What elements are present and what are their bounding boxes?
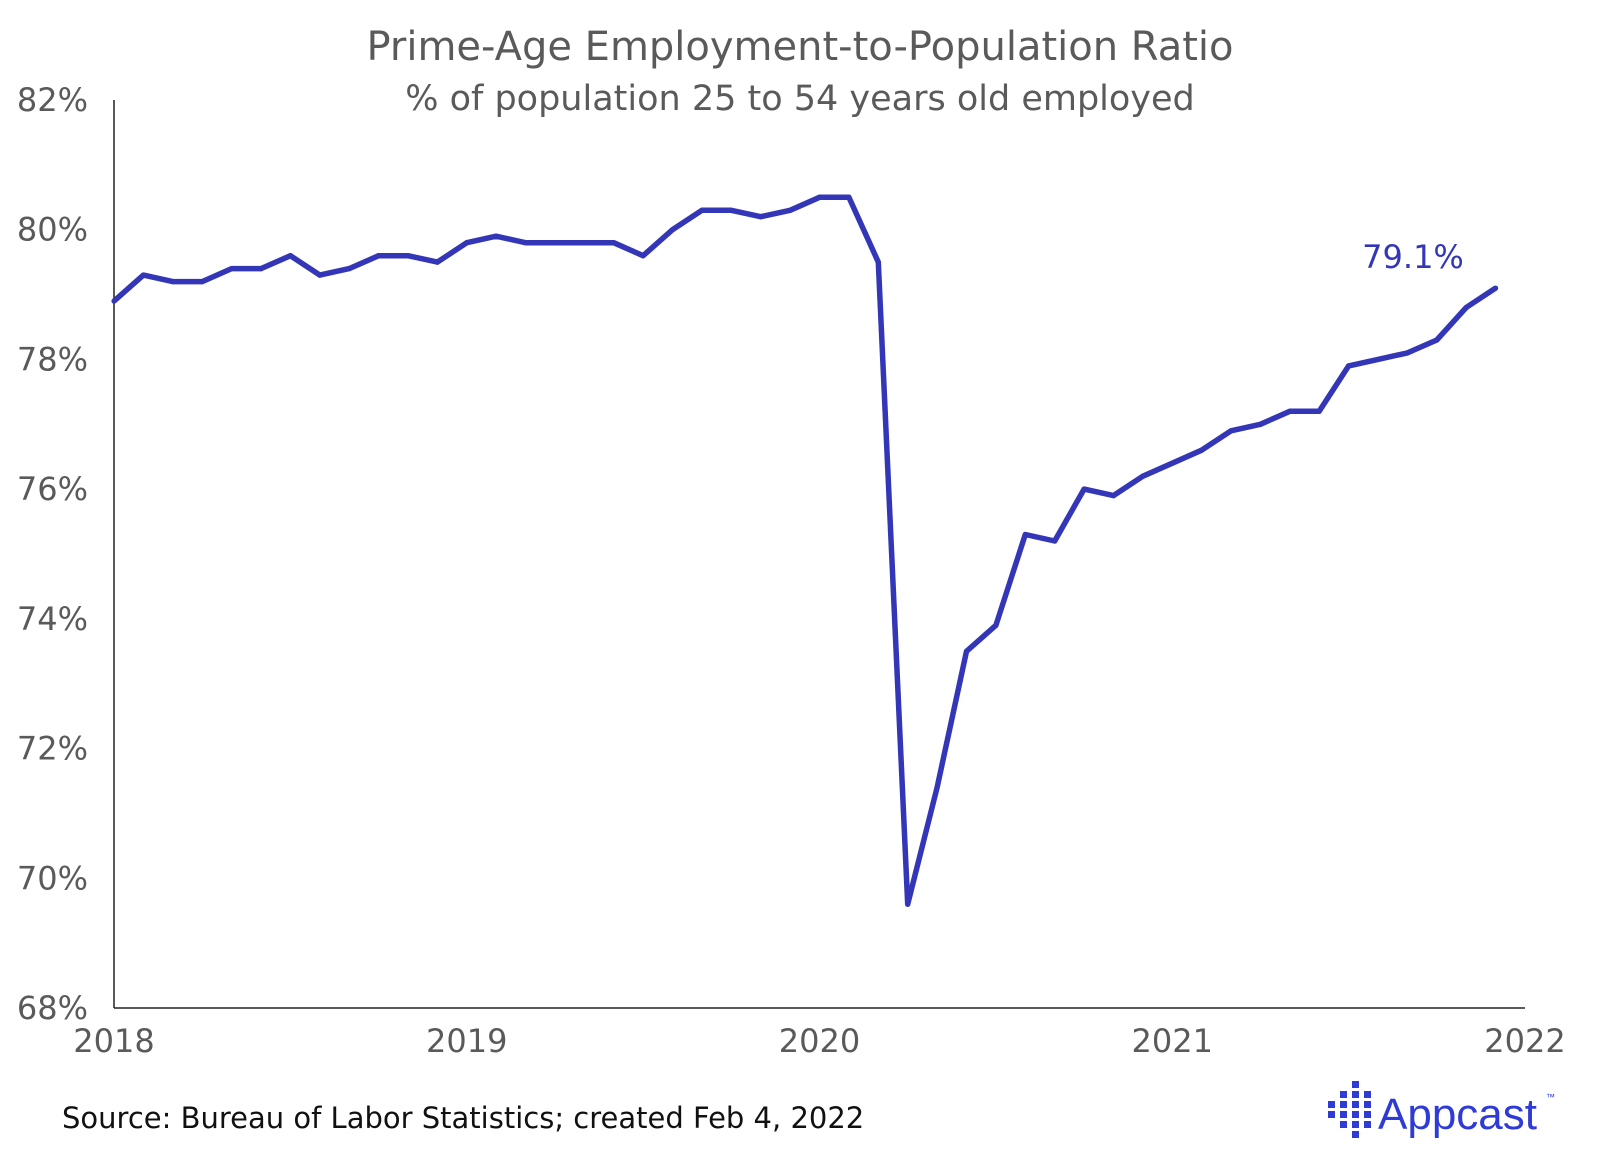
- y-tick-label: 74%: [17, 600, 88, 638]
- logo-dot: [1364, 1121, 1371, 1128]
- x-tick-label: 2020: [779, 1022, 860, 1060]
- data-point: [1346, 363, 1352, 369]
- data-point: [405, 253, 411, 259]
- logo-dot: [1340, 1111, 1347, 1118]
- data-point: [493, 233, 499, 239]
- data-point: [1169, 460, 1175, 466]
- data-point: [199, 279, 205, 285]
- data-point: [1140, 473, 1146, 479]
- y-tick-label: 82%: [17, 81, 88, 119]
- data-point: [522, 240, 529, 246]
- x-axis-ticks: 2018 2019 2020 2021 2022: [73, 1022, 1565, 1060]
- data-point: [816, 194, 823, 200]
- data-point: [1404, 350, 1410, 356]
- logo-dot: [1352, 1081, 1359, 1088]
- logo-dot: [1340, 1091, 1347, 1098]
- data-point: [758, 214, 764, 220]
- data-point: [963, 648, 970, 654]
- logo-dot: [1364, 1091, 1371, 1098]
- data-point: [464, 240, 470, 246]
- y-axis-ticks: 82% 80% 78% 76% 74% 72% 70% 68%: [17, 81, 88, 1027]
- appcast-logo: Appcast ™: [1328, 1081, 1555, 1139]
- data-point: [875, 259, 881, 265]
- brand-trademark: ™: [1546, 1092, 1555, 1102]
- data-point: [728, 207, 734, 213]
- y-tick-label: 80%: [17, 211, 88, 249]
- series-points: [111, 194, 1499, 907]
- data-point: [552, 240, 558, 246]
- y-tick-label: 70%: [17, 859, 88, 897]
- logo-dot: [1364, 1101, 1371, 1108]
- logo-dot: [1352, 1091, 1359, 1098]
- logo-dot: [1352, 1111, 1359, 1118]
- logo-dot: [1340, 1101, 1347, 1108]
- data-point: [993, 622, 999, 628]
- data-point: [287, 253, 293, 259]
- chart-title: Prime-Age Employment-to-Population Ratio: [366, 24, 1233, 70]
- data-point: [934, 784, 940, 791]
- logo-dot: [1352, 1101, 1359, 1108]
- data-point: [1287, 408, 1293, 414]
- data-point: [1022, 531, 1028, 538]
- data-point: [317, 272, 323, 278]
- data-point: [846, 194, 852, 200]
- data-point: [258, 266, 264, 272]
- source-note: Source: Bureau of Labor Statistics; crea…: [62, 1101, 864, 1135]
- y-tick-label: 76%: [17, 470, 88, 508]
- series-line: [112, 194, 1498, 907]
- data-point: [140, 272, 146, 278]
- data-point: [905, 901, 911, 907]
- data-point: [434, 259, 440, 265]
- data-point: [1434, 337, 1440, 343]
- data-point: [170, 279, 176, 285]
- data-point: [376, 253, 382, 259]
- y-tick-label: 78%: [17, 340, 88, 378]
- data-point: [1110, 493, 1117, 499]
- y-tick-label: 72%: [17, 730, 88, 768]
- data-point: [640, 253, 646, 259]
- logo-dot: [1364, 1111, 1371, 1118]
- x-tick-label: 2019: [426, 1022, 507, 1060]
- end-value-label: 79.1%: [1362, 238, 1464, 276]
- data-point: [1493, 285, 1499, 291]
- data-point: [1199, 447, 1205, 453]
- data-point: [669, 227, 676, 233]
- data-point: [581, 240, 587, 246]
- data-point: [611, 240, 617, 246]
- appcast-dots-icon: [1328, 1081, 1371, 1138]
- x-tick-label: 2018: [73, 1022, 154, 1060]
- logo-dot: [1328, 1101, 1335, 1108]
- brand-name: Appcast: [1378, 1090, 1537, 1139]
- logo-dot: [1352, 1121, 1359, 1128]
- x-tick-label: 2021: [1132, 1022, 1213, 1060]
- logo-dot: [1340, 1121, 1347, 1128]
- data-point: [1052, 538, 1058, 544]
- data-point: [1081, 486, 1087, 492]
- logo-dot: [1328, 1111, 1335, 1118]
- y-tick-label: 68%: [17, 989, 88, 1027]
- data-point: [787, 207, 793, 213]
- x-tick-label: 2022: [1484, 1022, 1565, 1060]
- data-point: [229, 266, 235, 272]
- data-point: [1257, 421, 1263, 427]
- data-point: [1375, 356, 1381, 362]
- data-point: [111, 298, 117, 304]
- chart-subtitle: % of population 25 to 54 years old emplo…: [405, 79, 1195, 119]
- logo-dot: [1352, 1131, 1359, 1138]
- data-point: [346, 266, 352, 272]
- data-point: [1463, 304, 1469, 311]
- data-point: [1228, 428, 1234, 434]
- data-point: [699, 207, 705, 213]
- data-point: [1316, 408, 1322, 414]
